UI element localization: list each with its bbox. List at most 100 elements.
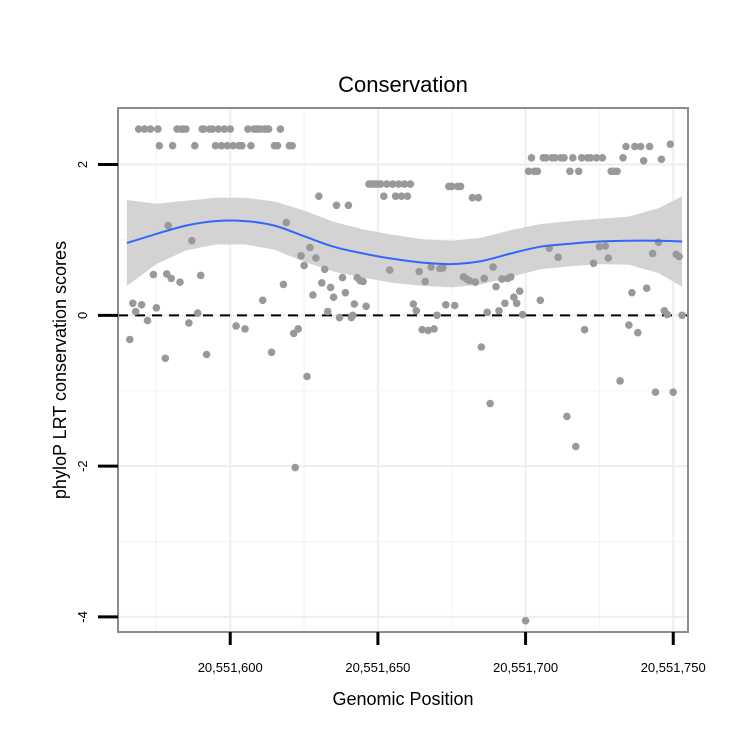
data-point <box>191 141 199 150</box>
data-point <box>154 125 162 133</box>
data-point <box>380 192 388 200</box>
data-point <box>143 316 152 325</box>
data-point <box>675 252 683 261</box>
data-point <box>288 141 297 150</box>
data-point <box>297 252 305 260</box>
data-point <box>598 154 607 162</box>
data-point <box>152 304 161 312</box>
data-point <box>149 270 158 279</box>
data-point <box>300 261 308 270</box>
smooth-trend-line <box>126 219 683 266</box>
data-point <box>427 263 435 271</box>
data-point <box>510 293 518 302</box>
data-point <box>168 141 177 150</box>
x-tick-label: 20,551,600 <box>198 660 263 675</box>
data-point <box>193 309 202 317</box>
data-point <box>312 254 320 262</box>
data-point <box>628 288 636 297</box>
data-point <box>126 335 134 344</box>
data-point <box>129 299 137 308</box>
data-point <box>518 310 527 319</box>
data-point <box>161 354 170 363</box>
data-point <box>326 283 335 292</box>
data-point <box>273 141 282 150</box>
data-point <box>188 236 196 245</box>
data-point <box>403 192 412 200</box>
y-tick-label: -4 <box>75 611 90 623</box>
data-point <box>134 125 143 133</box>
data-point <box>595 242 604 251</box>
data-point <box>439 264 447 272</box>
chart-title: Conservation <box>338 72 468 97</box>
data-point <box>226 125 234 133</box>
data-point <box>291 463 300 472</box>
x-tick-label: 20,551,750 <box>641 660 706 675</box>
data-point <box>580 325 589 334</box>
data-point <box>318 279 326 287</box>
data-point <box>140 125 149 133</box>
data-point <box>601 242 610 250</box>
data-point <box>447 182 456 191</box>
data-point <box>480 274 489 283</box>
data-point <box>430 325 438 333</box>
data-point <box>474 193 483 202</box>
data-point <box>418 325 427 334</box>
data-point <box>258 296 267 305</box>
data-point <box>406 180 415 188</box>
y-axis-title: phyloP LRT conservation scores <box>50 241 70 499</box>
data-point <box>465 276 474 285</box>
data-point <box>577 154 586 162</box>
y-tick-label: 0 <box>75 312 90 319</box>
plot-panel <box>117 107 689 633</box>
data-point <box>486 399 494 408</box>
data-point <box>394 180 403 188</box>
data-point <box>554 253 562 262</box>
data-point <box>341 288 350 297</box>
data-point <box>220 125 229 133</box>
data-point <box>223 141 232 150</box>
data-point <box>182 125 190 133</box>
data-point <box>625 321 633 329</box>
data-point <box>267 348 276 357</box>
data-point <box>631 142 639 151</box>
data-point <box>241 325 249 333</box>
data-point <box>232 322 240 330</box>
data-point <box>563 412 571 421</box>
data-point <box>542 154 550 162</box>
data-point <box>294 325 303 333</box>
data-point <box>468 193 477 202</box>
data-point <box>415 267 424 276</box>
data-point <box>492 282 500 291</box>
data-point <box>533 167 542 176</box>
data-point <box>306 243 314 252</box>
data-point <box>185 319 193 327</box>
data-points <box>126 125 686 625</box>
x-tick-label: 20,551,650 <box>345 660 410 675</box>
data-point <box>477 343 486 351</box>
data-point <box>335 313 344 322</box>
data-point <box>208 125 217 133</box>
data-point <box>247 141 255 150</box>
data-point <box>592 154 601 162</box>
data-point <box>349 311 357 320</box>
data-point <box>651 388 660 397</box>
data-point <box>383 180 391 188</box>
data-point <box>391 192 400 200</box>
data-point <box>450 301 459 310</box>
data-point <box>536 296 545 305</box>
y-tick-label: 2 <box>75 161 90 168</box>
data-point <box>137 301 146 309</box>
data-point <box>586 154 595 162</box>
data-point <box>385 266 394 274</box>
data-point <box>315 192 323 200</box>
data-point <box>639 157 648 165</box>
data-point <box>442 301 450 309</box>
data-point <box>489 263 497 271</box>
data-point <box>678 311 686 320</box>
data-point <box>498 275 506 283</box>
data-point <box>146 125 155 133</box>
data-point <box>362 302 370 311</box>
data-point <box>574 167 583 176</box>
data-point <box>512 299 521 308</box>
